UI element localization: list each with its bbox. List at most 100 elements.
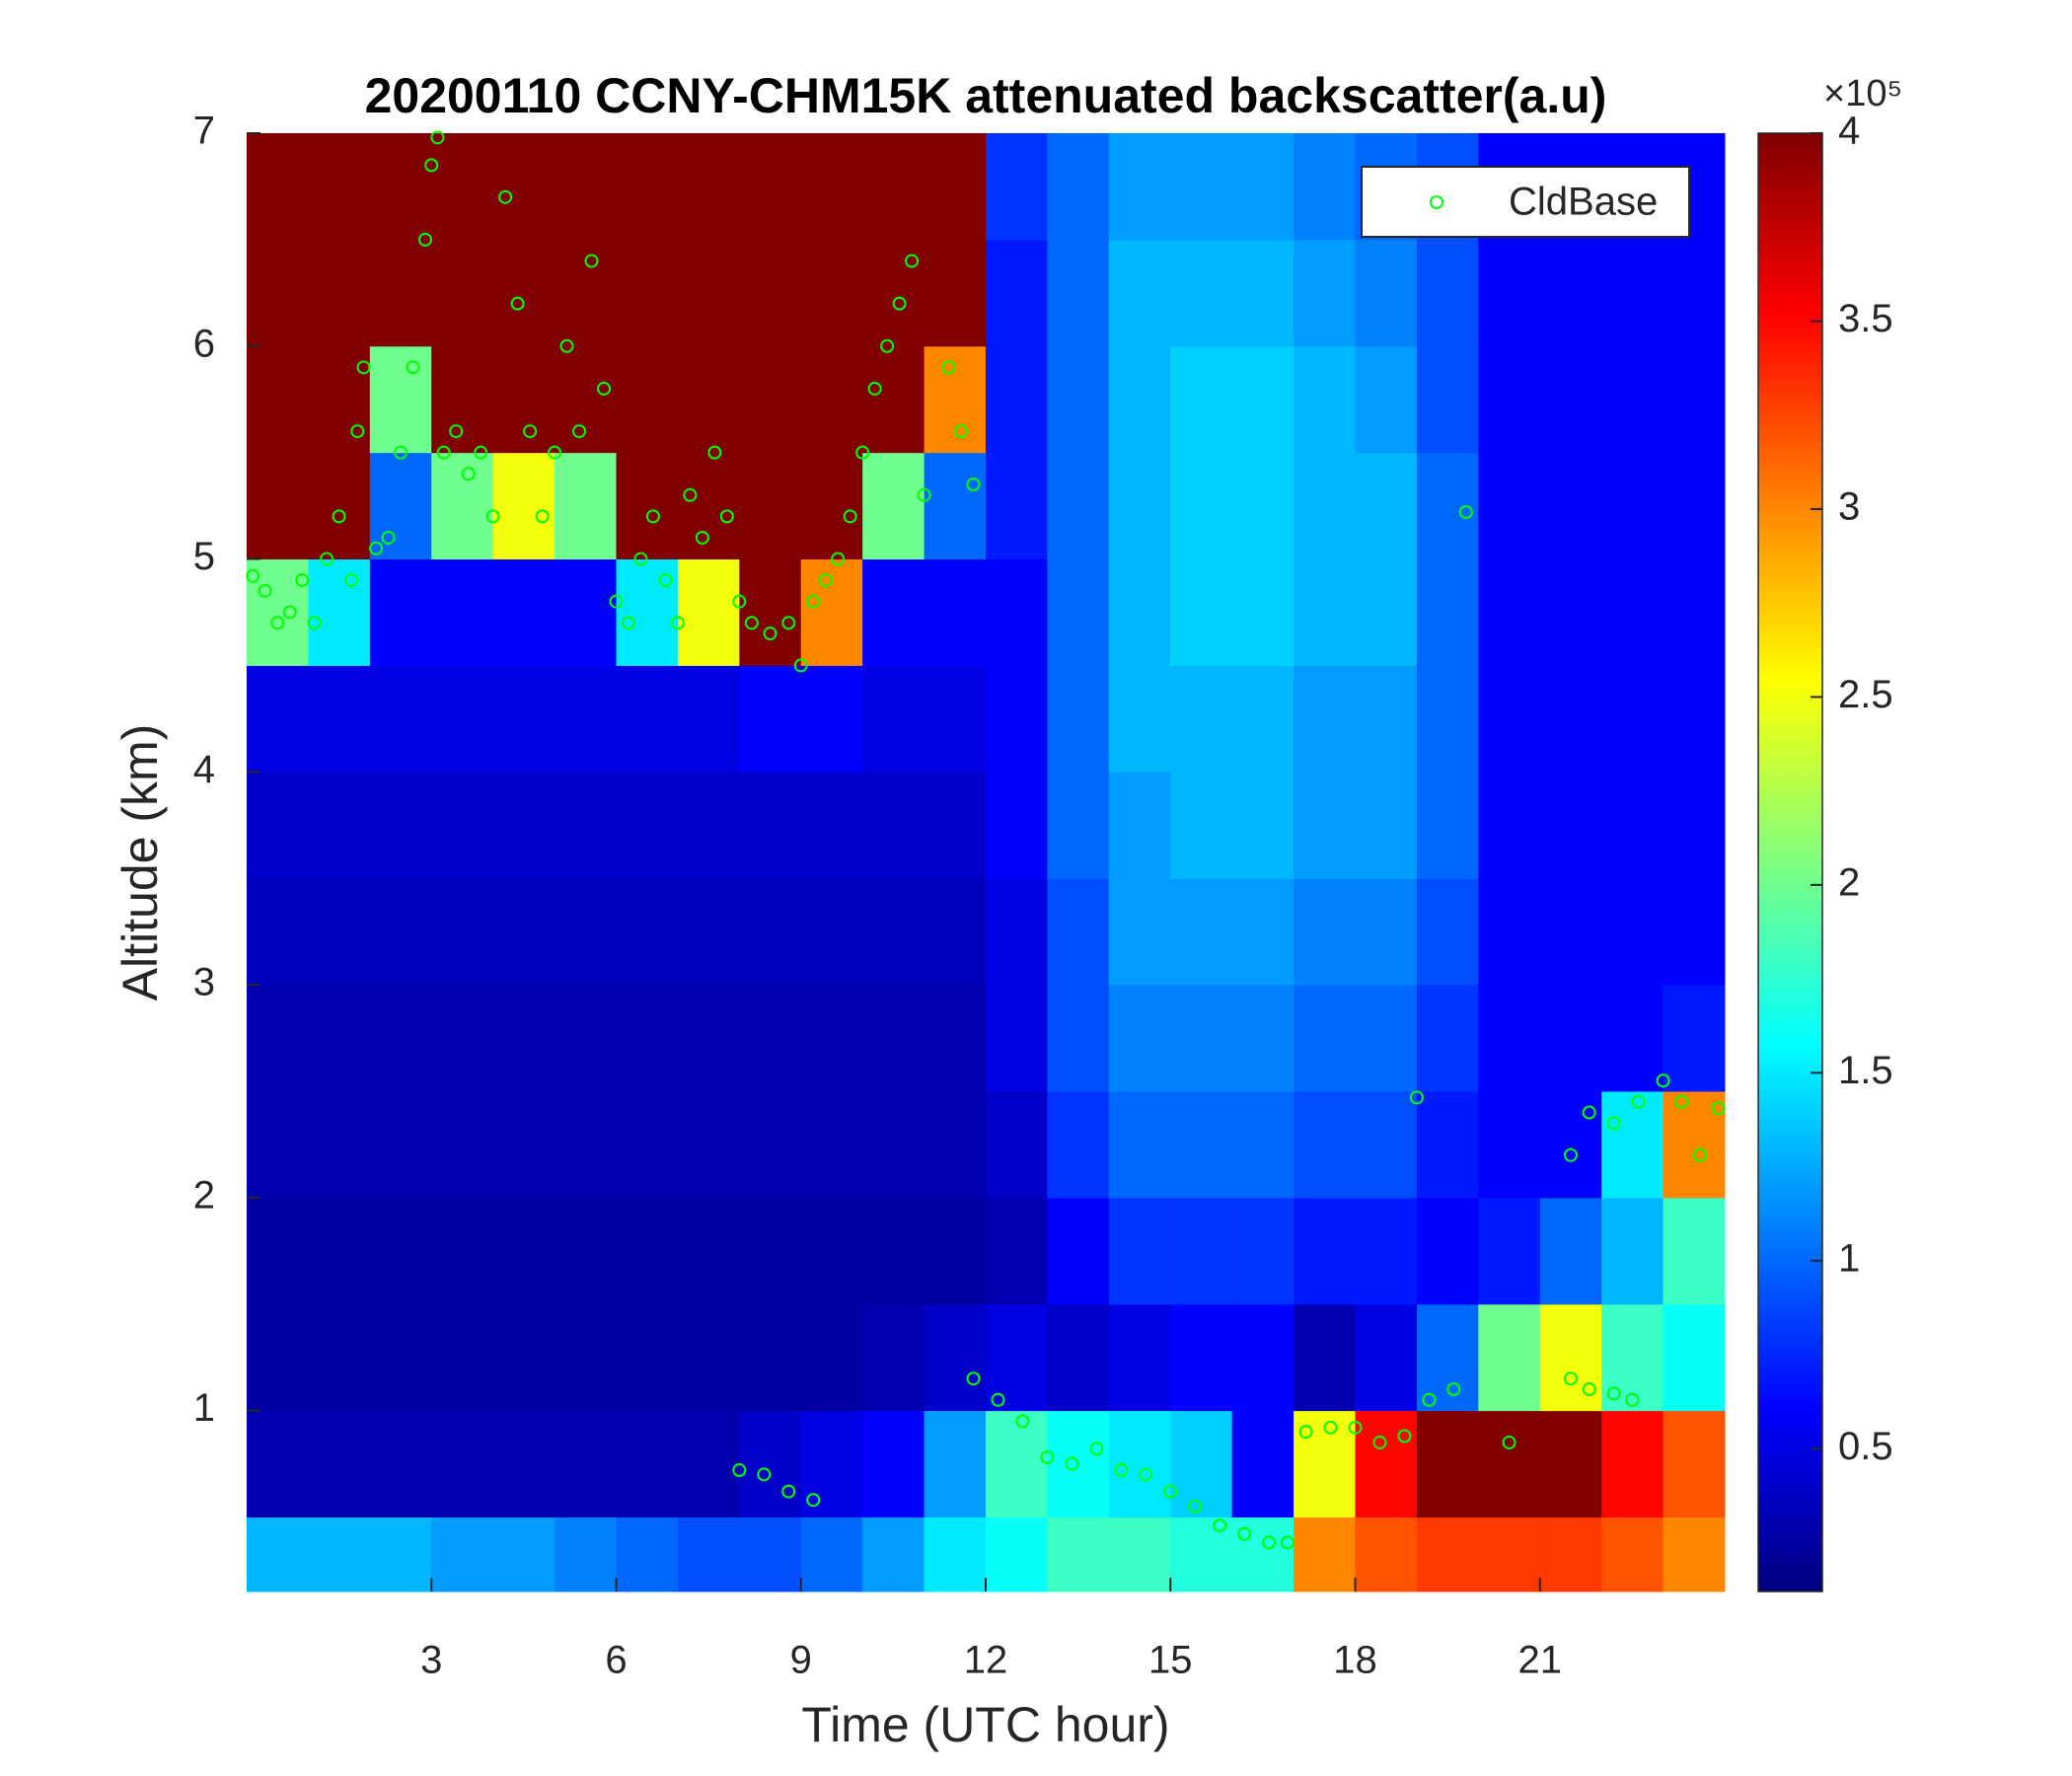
heatmap-cell (1601, 1517, 1665, 1592)
cloud-base-point (332, 509, 346, 524)
heatmap-cell (555, 1303, 617, 1412)
cloud-base-point (1409, 1090, 1424, 1105)
heatmap-cell (1416, 1303, 1479, 1412)
heatmap-cell (369, 452, 432, 560)
heatmap-cell (924, 772, 987, 879)
y-tick-label: 3 (193, 961, 215, 1004)
heatmap-cell (1231, 239, 1295, 347)
heatmap-cell (1355, 345, 1418, 454)
heatmap-cell (1478, 345, 1541, 454)
cloud-base-point (424, 158, 439, 173)
heatmap-cell (492, 452, 555, 560)
heatmap-cell (616, 239, 679, 347)
heatmap-cell (862, 1090, 925, 1199)
cloud-base-point (966, 478, 981, 492)
heatmap-cell (369, 239, 432, 347)
cloud-base-point (1502, 1435, 1517, 1449)
heatmap-cell (555, 1090, 617, 1199)
heatmap-cell (739, 1517, 802, 1592)
y-tick-label: 6 (193, 322, 215, 365)
heatmap-cell (616, 985, 679, 1092)
cloud-base-point (1563, 1371, 1578, 1386)
cloud-base-point (1711, 1101, 1726, 1116)
heatmap-cell (924, 878, 987, 986)
legend-box (1361, 166, 1690, 238)
heatmap-cell (492, 1090, 555, 1199)
heatmap-cell (924, 345, 987, 454)
cloud-base-point (1693, 1147, 1708, 1162)
heatmap-cell (862, 1410, 925, 1517)
cloud-base-point (843, 509, 857, 524)
colorbar (1757, 132, 1823, 1592)
heatmap-cell (1108, 345, 1171, 454)
heatmap-cell (308, 665, 371, 773)
heatmap-cell (800, 558, 863, 666)
cloud-base-point (320, 552, 334, 566)
heatmap-cell (1416, 665, 1479, 773)
heatmap-cell (616, 772, 679, 879)
x-tick-label: 18 (1333, 1639, 1377, 1682)
heatmap-cell (555, 452, 617, 560)
cloud-base-point (449, 424, 464, 439)
heatmap-cell (1478, 1517, 1541, 1592)
cloud-base-point (1372, 1435, 1387, 1449)
heatmap-cell (1478, 1410, 1541, 1517)
cloud-base-point (966, 1371, 981, 1386)
heatmap-cell (1108, 878, 1171, 986)
heatmap-cell (677, 772, 740, 879)
heatmap-cell (1047, 665, 1110, 773)
cloud-base-point (781, 1484, 796, 1499)
cloud-base-point (282, 605, 297, 620)
heatmap-cell (616, 878, 679, 986)
heatmap-cell (677, 452, 740, 560)
heatmap-cell (862, 452, 925, 560)
heatmap-cell (986, 665, 1048, 773)
heatmap-cell (800, 985, 863, 1092)
heatmap-cell (1601, 1410, 1665, 1517)
heatmap-cell (1663, 985, 1726, 1092)
cloud-base-point (732, 594, 747, 609)
heatmap-cell (1108, 558, 1171, 666)
heatmap-cell (616, 452, 679, 560)
heatmap-cell (1108, 665, 1171, 773)
heatmap-cell (308, 772, 371, 879)
cloud-base-point (1563, 1147, 1578, 1162)
heatmap-cell (986, 345, 1048, 454)
heatmap-cell (677, 239, 740, 347)
heatmap-cell (1294, 558, 1356, 666)
heatmap-cell (862, 345, 925, 454)
cloud-base-point (258, 583, 272, 598)
cloud-base-point (381, 530, 396, 545)
cloud-base-point (1631, 1094, 1646, 1109)
colorbar-exponent: ×10⁵ (1823, 73, 1902, 114)
heatmap-cell (862, 878, 925, 986)
heatmap-cell (1539, 452, 1602, 560)
cloud-base-point (1298, 1425, 1313, 1440)
heatmap-cell (986, 1410, 1048, 1517)
heatmap-cell (862, 772, 925, 879)
heatmap-cell (1663, 1517, 1726, 1592)
cloud-base-point (1625, 1392, 1640, 1407)
heatmap-cell (616, 1517, 679, 1592)
heatmap-cell (924, 985, 987, 1092)
heatmap-cell (1539, 1410, 1602, 1517)
heatmap-cell (1108, 1517, 1171, 1592)
heatmap-cell (800, 1410, 863, 1517)
cloud-base-point (1656, 1073, 1670, 1088)
heatmap-cell (555, 665, 617, 773)
heatmap-cell (1294, 878, 1356, 986)
x-tick-label: 21 (1518, 1639, 1563, 1682)
heatmap-cell (247, 239, 309, 347)
heatmap-cell (1355, 239, 1418, 347)
heatmap-cell (1663, 1410, 1726, 1517)
colorbar-tick-label: 3 (1838, 484, 1860, 528)
y-tick-label: 2 (193, 1173, 215, 1217)
heatmap-cell (1231, 1090, 1295, 1199)
cloud-base-point (1114, 1463, 1129, 1478)
heatmap-cell (986, 878, 1048, 986)
heatmap-cell (1294, 772, 1356, 879)
heatmap-cell (431, 878, 494, 986)
heatmap-cell (555, 1517, 617, 1592)
heatmap-cell (1355, 1197, 1418, 1305)
heatmap-cell (1047, 985, 1110, 1092)
